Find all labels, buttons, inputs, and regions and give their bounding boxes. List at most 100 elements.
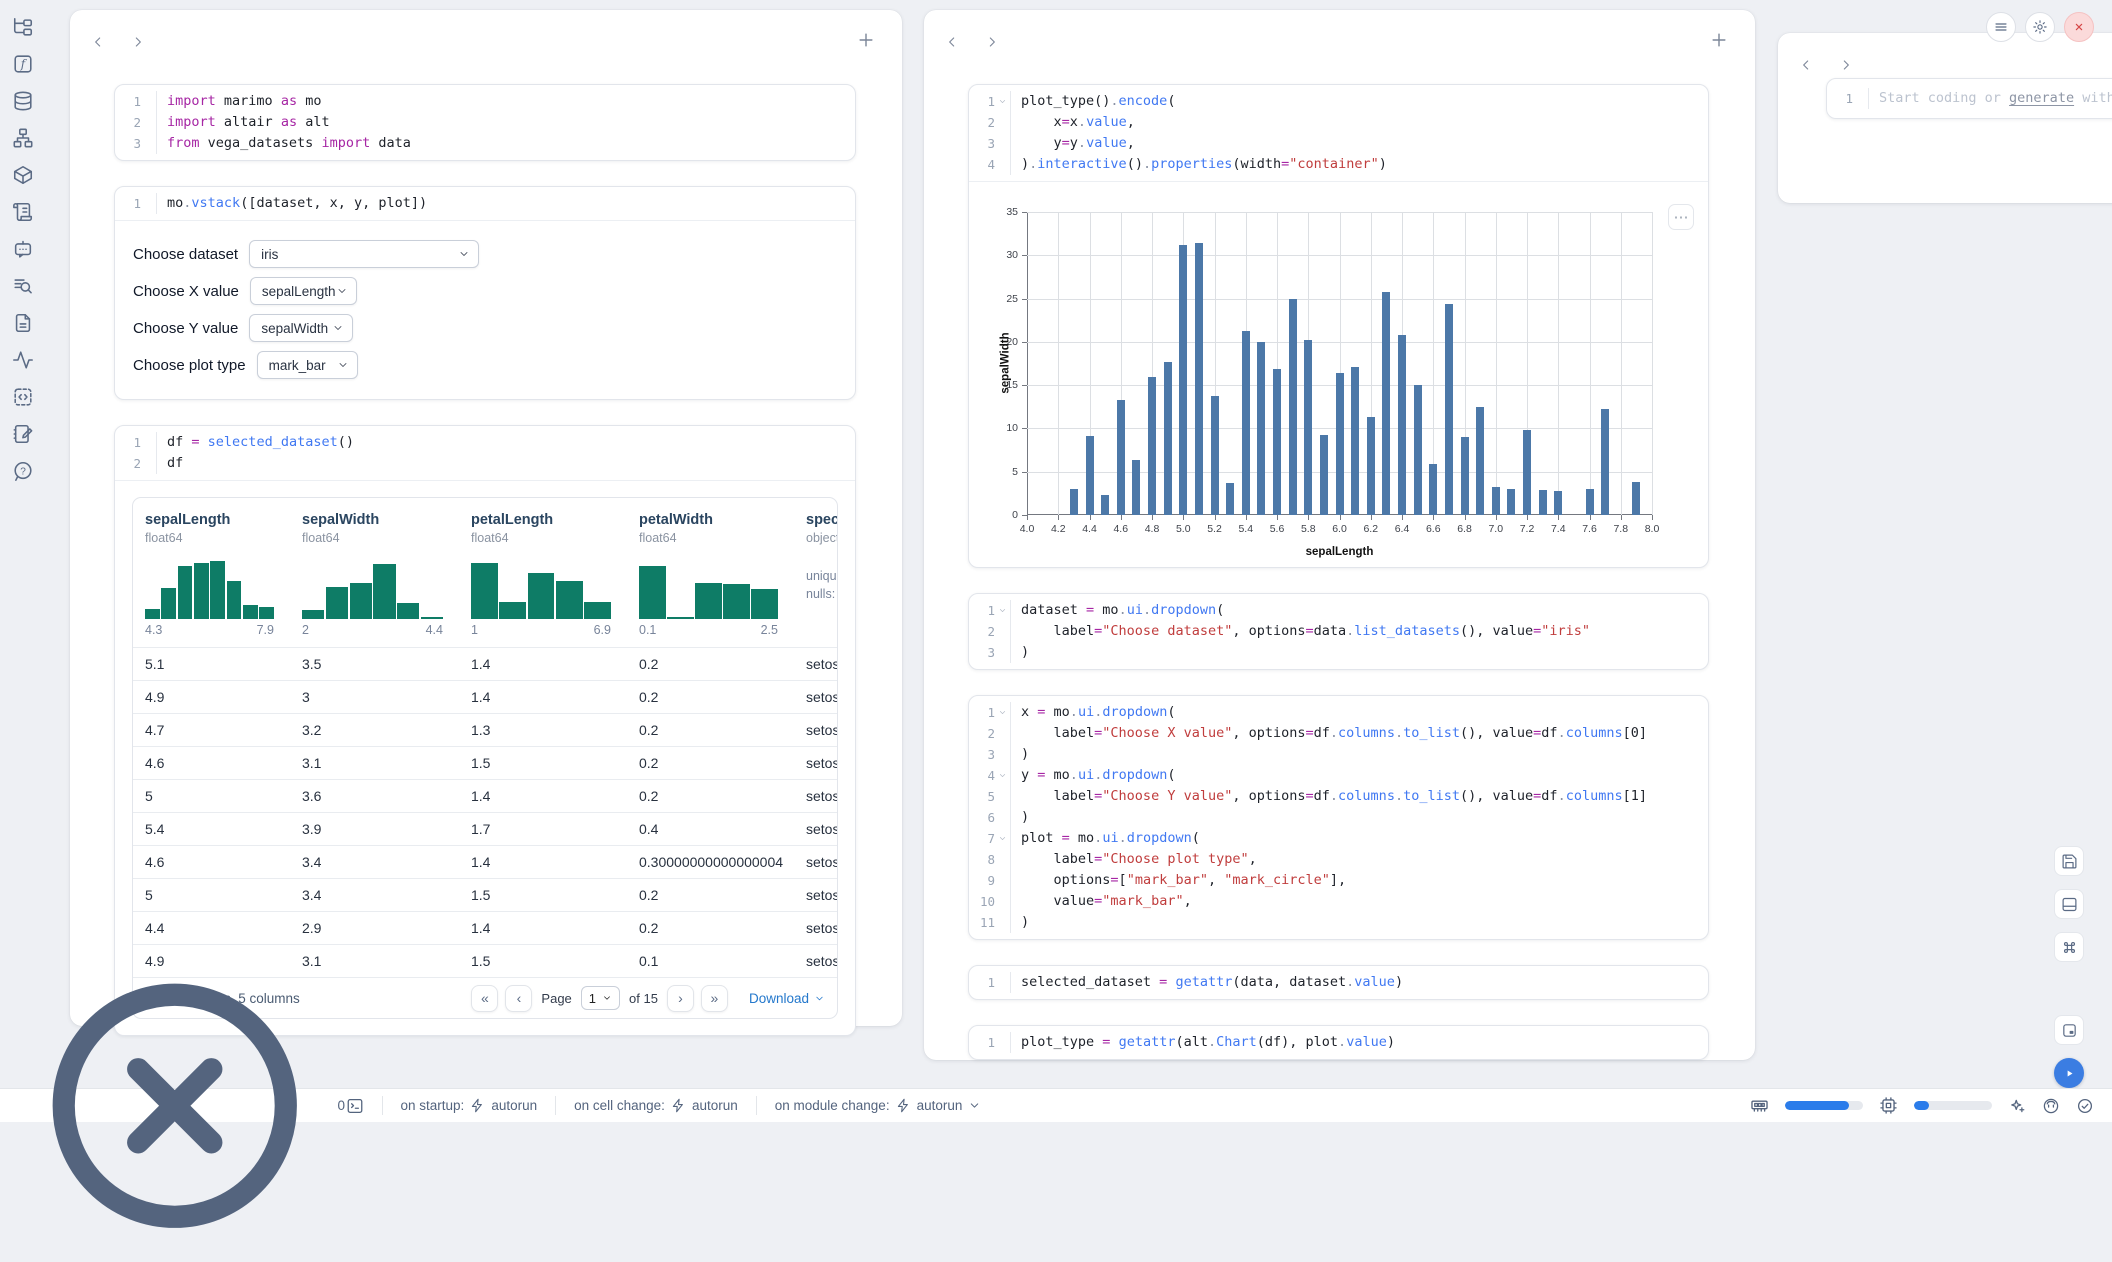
- dropdown-choose-dataset[interactable]: iris: [249, 240, 479, 268]
- code-line: 1df = selected_dataset(): [115, 432, 855, 453]
- left-icon-rail: f?: [0, 0, 46, 482]
- code-editor[interactable]: 1plot_type = getattr(alt.Chart(df), plot…: [969, 1026, 1708, 1059]
- svg-text:?: ?: [20, 466, 26, 477]
- dropdown-choose-x-value[interactable]: sepalLength: [250, 277, 357, 305]
- code-line: 2df: [115, 453, 855, 474]
- column-dtype: float64: [471, 531, 639, 545]
- fold-marker: [141, 193, 156, 214]
- code-editor[interactable]: 1mo.vstack([dataset, x, y, plot]): [115, 187, 855, 220]
- next-cell-button[interactable]: [1838, 57, 1854, 73]
- x-tick: [1621, 515, 1622, 520]
- table-row[interactable]: 4.931.40.2setosa: [133, 680, 837, 713]
- dependency-graph-button[interactable]: [12, 127, 34, 149]
- minimap-button[interactable]: [2054, 1015, 2084, 1045]
- runtime-config-2[interactable]: on cell change:autorun: [574, 1098, 738, 1113]
- connection-status-button[interactable]: [2076, 1097, 2094, 1115]
- terminal-button[interactable]: [346, 1097, 364, 1115]
- chart-bar: [1351, 367, 1359, 515]
- add-cell-button[interactable]: [856, 30, 876, 50]
- save-button[interactable]: [2054, 846, 2084, 876]
- snippets-button[interactable]: [12, 386, 34, 408]
- chart-actions-button[interactable]: ⋯: [1668, 204, 1694, 230]
- scratchpad-button[interactable]: [12, 423, 34, 445]
- code-line: 3from vega_datasets import data: [115, 133, 855, 154]
- scratchpad-cell[interactable]: 1 Start coding or generate with: [1826, 78, 2112, 119]
- table-row[interactable]: 5.43.91.70.4setosa: [133, 812, 837, 845]
- code-line: 1import marimo as mo: [115, 91, 855, 112]
- code-text: mo.vstack([dataset, x, y, plot]): [156, 193, 427, 214]
- x-tick: [1152, 515, 1153, 520]
- table-header-row: sepalLengthfloat644.37.9sepalWidthfloat6…: [133, 498, 837, 647]
- function-square-button[interactable]: f: [12, 53, 34, 75]
- code-editor[interactable]: 1plot_type().encode(2 x=x.value,3 y=y.va…: [969, 85, 1708, 181]
- code-line: 8 label="Choose plot type",: [969, 849, 1708, 870]
- copilot-status-button[interactable]: [2042, 1097, 2060, 1115]
- menu-button[interactable]: [1986, 12, 2016, 42]
- dropdown-choose-plot-type[interactable]: mark_bar: [257, 351, 358, 379]
- chart-bar: [1367, 417, 1375, 515]
- tracing-button[interactable]: [12, 349, 34, 371]
- settings-button[interactable]: [2025, 12, 2055, 42]
- file-tree-button[interactable]: [12, 16, 34, 38]
- dropdown-row: Choose datasetiris: [133, 239, 837, 269]
- documentation-button[interactable]: [12, 312, 34, 334]
- table-row[interactable]: 4.73.21.30.2setosa: [133, 713, 837, 746]
- code-editor[interactable]: 1selected_dataset = getattr(data, datase…: [969, 966, 1708, 999]
- package-button[interactable]: [12, 164, 34, 186]
- x-tick: [1496, 515, 1497, 520]
- column-name: sepalWidth: [302, 512, 471, 528]
- runtime-config-1[interactable]: on startup:autorun: [401, 1098, 538, 1113]
- code-editor[interactable]: 1import marimo as mo2import altair as al…: [115, 85, 855, 160]
- table-row[interactable]: 4.63.41.40.30000000000000004setosa: [133, 845, 837, 878]
- code-text: y = mo.ui.dropdown(: [1010, 765, 1176, 786]
- prev-cell-button[interactable]: [90, 34, 106, 50]
- table-row[interactable]: 4.42.91.40.2setosa: [133, 911, 837, 944]
- dropdown-row: Choose X valuesepalLength: [133, 276, 837, 306]
- keyboard-shortcuts-button[interactable]: [2054, 932, 2084, 962]
- x-tick-label: 7.6: [1573, 523, 1607, 535]
- table-row[interactable]: 5.13.51.40.2setosa: [133, 647, 837, 680]
- prev-cell-button[interactable]: [1798, 57, 1814, 73]
- add-cell-button[interactable]: [1709, 30, 1729, 50]
- database-button[interactable]: [12, 90, 34, 112]
- code-editor[interactable]: 1df = selected_dataset()2df: [115, 426, 855, 480]
- script-button[interactable]: [12, 201, 34, 223]
- run-button[interactable]: [2054, 1058, 2084, 1088]
- table-row[interactable]: 4.63.11.50.2setosa: [133, 746, 837, 779]
- error-indicator[interactable]: 0: [18, 949, 332, 1262]
- shutdown-button[interactable]: [2064, 12, 2094, 42]
- table-row[interactable]: 53.61.40.2setosa: [133, 779, 837, 812]
- x-tick: [1308, 515, 1309, 520]
- runtime-config-3[interactable]: on module change:autorun: [775, 1098, 982, 1113]
- fold-marker: [995, 112, 1010, 133]
- chart-bar: [1070, 489, 1078, 515]
- zap-icon: [470, 1098, 485, 1113]
- x-tick: [1058, 515, 1059, 520]
- chevron-left-icon: [1798, 57, 1814, 73]
- code-editor[interactable]: 1dataset = mo.ui.dropdown(2 label="Choos…: [969, 594, 1708, 669]
- ai-features-button[interactable]: [2008, 1097, 2026, 1115]
- dropdown-choose-y-value[interactable]: sepalWidth: [249, 314, 353, 342]
- line-number: 1: [969, 91, 995, 112]
- code-editor[interactable]: 1x = mo.ui.dropdown(2 label="Choose X va…: [969, 696, 1708, 939]
- chat-bot-button[interactable]: [12, 238, 34, 260]
- logs-button[interactable]: [12, 275, 34, 297]
- gridline: [1652, 212, 1653, 515]
- code-editor-placeholder[interactable]: Start coding or generate with: [1868, 88, 2112, 109]
- column-range: 16.9: [471, 623, 639, 637]
- toggle-panel-button[interactable]: [2054, 889, 2084, 919]
- code-text: value="mark_bar",: [1010, 891, 1192, 912]
- table-row[interactable]: 53.41.50.2setosa: [133, 878, 837, 911]
- chart-bar: [1539, 490, 1547, 515]
- help-button[interactable]: ?: [12, 460, 34, 482]
- code-text: ): [1010, 807, 1029, 828]
- next-cell-button[interactable]: [130, 34, 146, 50]
- chevron-down-icon: [332, 322, 344, 334]
- line-number: 4: [969, 765, 995, 786]
- window-controls: [1986, 12, 2094, 42]
- panel-layout-icon: [2061, 896, 2078, 913]
- next-cell-button[interactable]: [984, 34, 1000, 50]
- prev-cell-button[interactable]: [944, 34, 960, 50]
- altair-chart: ⋯4.04.24.44.64.85.05.25.45.65.86.06.26.4…: [969, 181, 1708, 567]
- xy-plot-dropdowns-cell: 1x = mo.ui.dropdown(2 label="Choose X va…: [968, 695, 1709, 940]
